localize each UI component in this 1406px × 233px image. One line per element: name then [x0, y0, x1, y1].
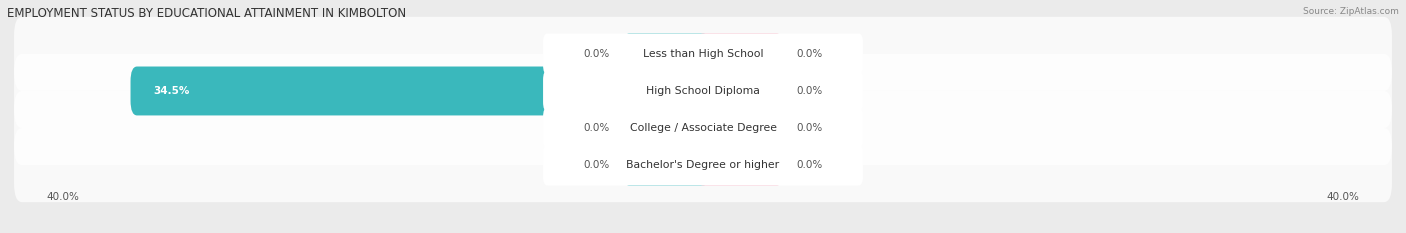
Text: 0.0%: 0.0% — [796, 49, 823, 59]
Text: Bachelor's Degree or higher: Bachelor's Degree or higher — [627, 160, 779, 170]
Text: Less than High School: Less than High School — [643, 49, 763, 59]
FancyBboxPatch shape — [543, 71, 863, 111]
FancyBboxPatch shape — [543, 145, 863, 185]
FancyBboxPatch shape — [697, 33, 782, 75]
Text: College / Associate Degree: College / Associate Degree — [630, 123, 776, 133]
FancyBboxPatch shape — [697, 144, 782, 186]
Text: 0.0%: 0.0% — [583, 49, 610, 59]
Text: Source: ZipAtlas.com: Source: ZipAtlas.com — [1303, 7, 1399, 16]
FancyBboxPatch shape — [14, 54, 1392, 128]
FancyBboxPatch shape — [14, 91, 1392, 165]
Text: 40.0%: 40.0% — [1326, 192, 1360, 202]
Text: 0.0%: 0.0% — [583, 123, 610, 133]
Text: EMPLOYMENT STATUS BY EDUCATIONAL ATTAINMENT IN KIMBOLTON: EMPLOYMENT STATUS BY EDUCATIONAL ATTAINM… — [7, 7, 406, 20]
FancyBboxPatch shape — [697, 107, 782, 149]
FancyBboxPatch shape — [14, 17, 1392, 91]
Text: 0.0%: 0.0% — [796, 123, 823, 133]
FancyBboxPatch shape — [543, 108, 863, 148]
FancyBboxPatch shape — [624, 33, 709, 75]
Text: High School Diploma: High School Diploma — [647, 86, 759, 96]
FancyBboxPatch shape — [624, 107, 709, 149]
FancyBboxPatch shape — [14, 128, 1392, 202]
Text: 0.0%: 0.0% — [583, 160, 610, 170]
FancyBboxPatch shape — [543, 34, 863, 74]
FancyBboxPatch shape — [624, 144, 709, 186]
Text: 0.0%: 0.0% — [796, 86, 823, 96]
FancyBboxPatch shape — [697, 70, 782, 112]
Text: 0.0%: 0.0% — [796, 160, 823, 170]
FancyBboxPatch shape — [131, 66, 710, 115]
Text: 40.0%: 40.0% — [46, 192, 80, 202]
Text: 34.5%: 34.5% — [153, 86, 190, 96]
